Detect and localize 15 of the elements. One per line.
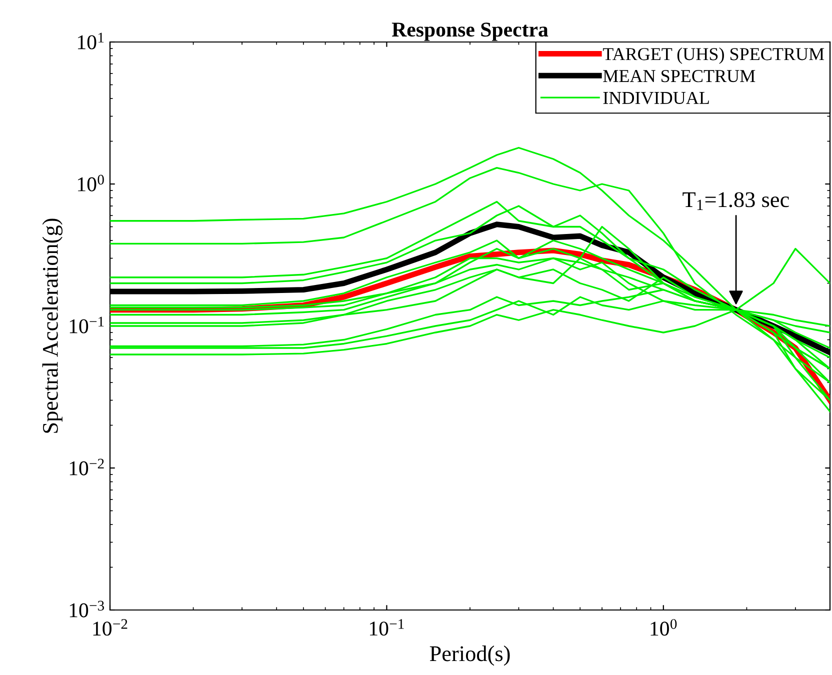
annotation: T$_{1}$=1.83 sec <box>682 192 789 210</box>
x-axis-title: Period(s) <box>430 646 510 666</box>
legend-label: MEAN SPECTRUM <box>603 70 756 82</box>
y-axis-title: Spectral Acceleration(g) <box>42 218 62 433</box>
x-tick-label: 10$^{0}$ <box>650 619 677 636</box>
y-tick-label: 10$^{1}$ <box>78 32 104 50</box>
legend-label: INDIVIDUAL <box>603 92 709 104</box>
y-tick-label: 10$^{−2}$ <box>70 458 104 476</box>
x-tick-label: 10$^{−1}$ <box>370 619 404 636</box>
y-tick-label: 10$^{−3}$ <box>70 600 104 618</box>
y-tick-label: 10$^{−1}$ <box>70 316 104 334</box>
x-tick-label: 10$^{−2}$ <box>93 619 128 636</box>
y-tick-label: 10$^{0}$ <box>78 174 104 192</box>
chart-title: Response Spectra <box>392 22 548 41</box>
legend-label: TARGET (UHS) SPECTRUM <box>602 48 824 64</box>
